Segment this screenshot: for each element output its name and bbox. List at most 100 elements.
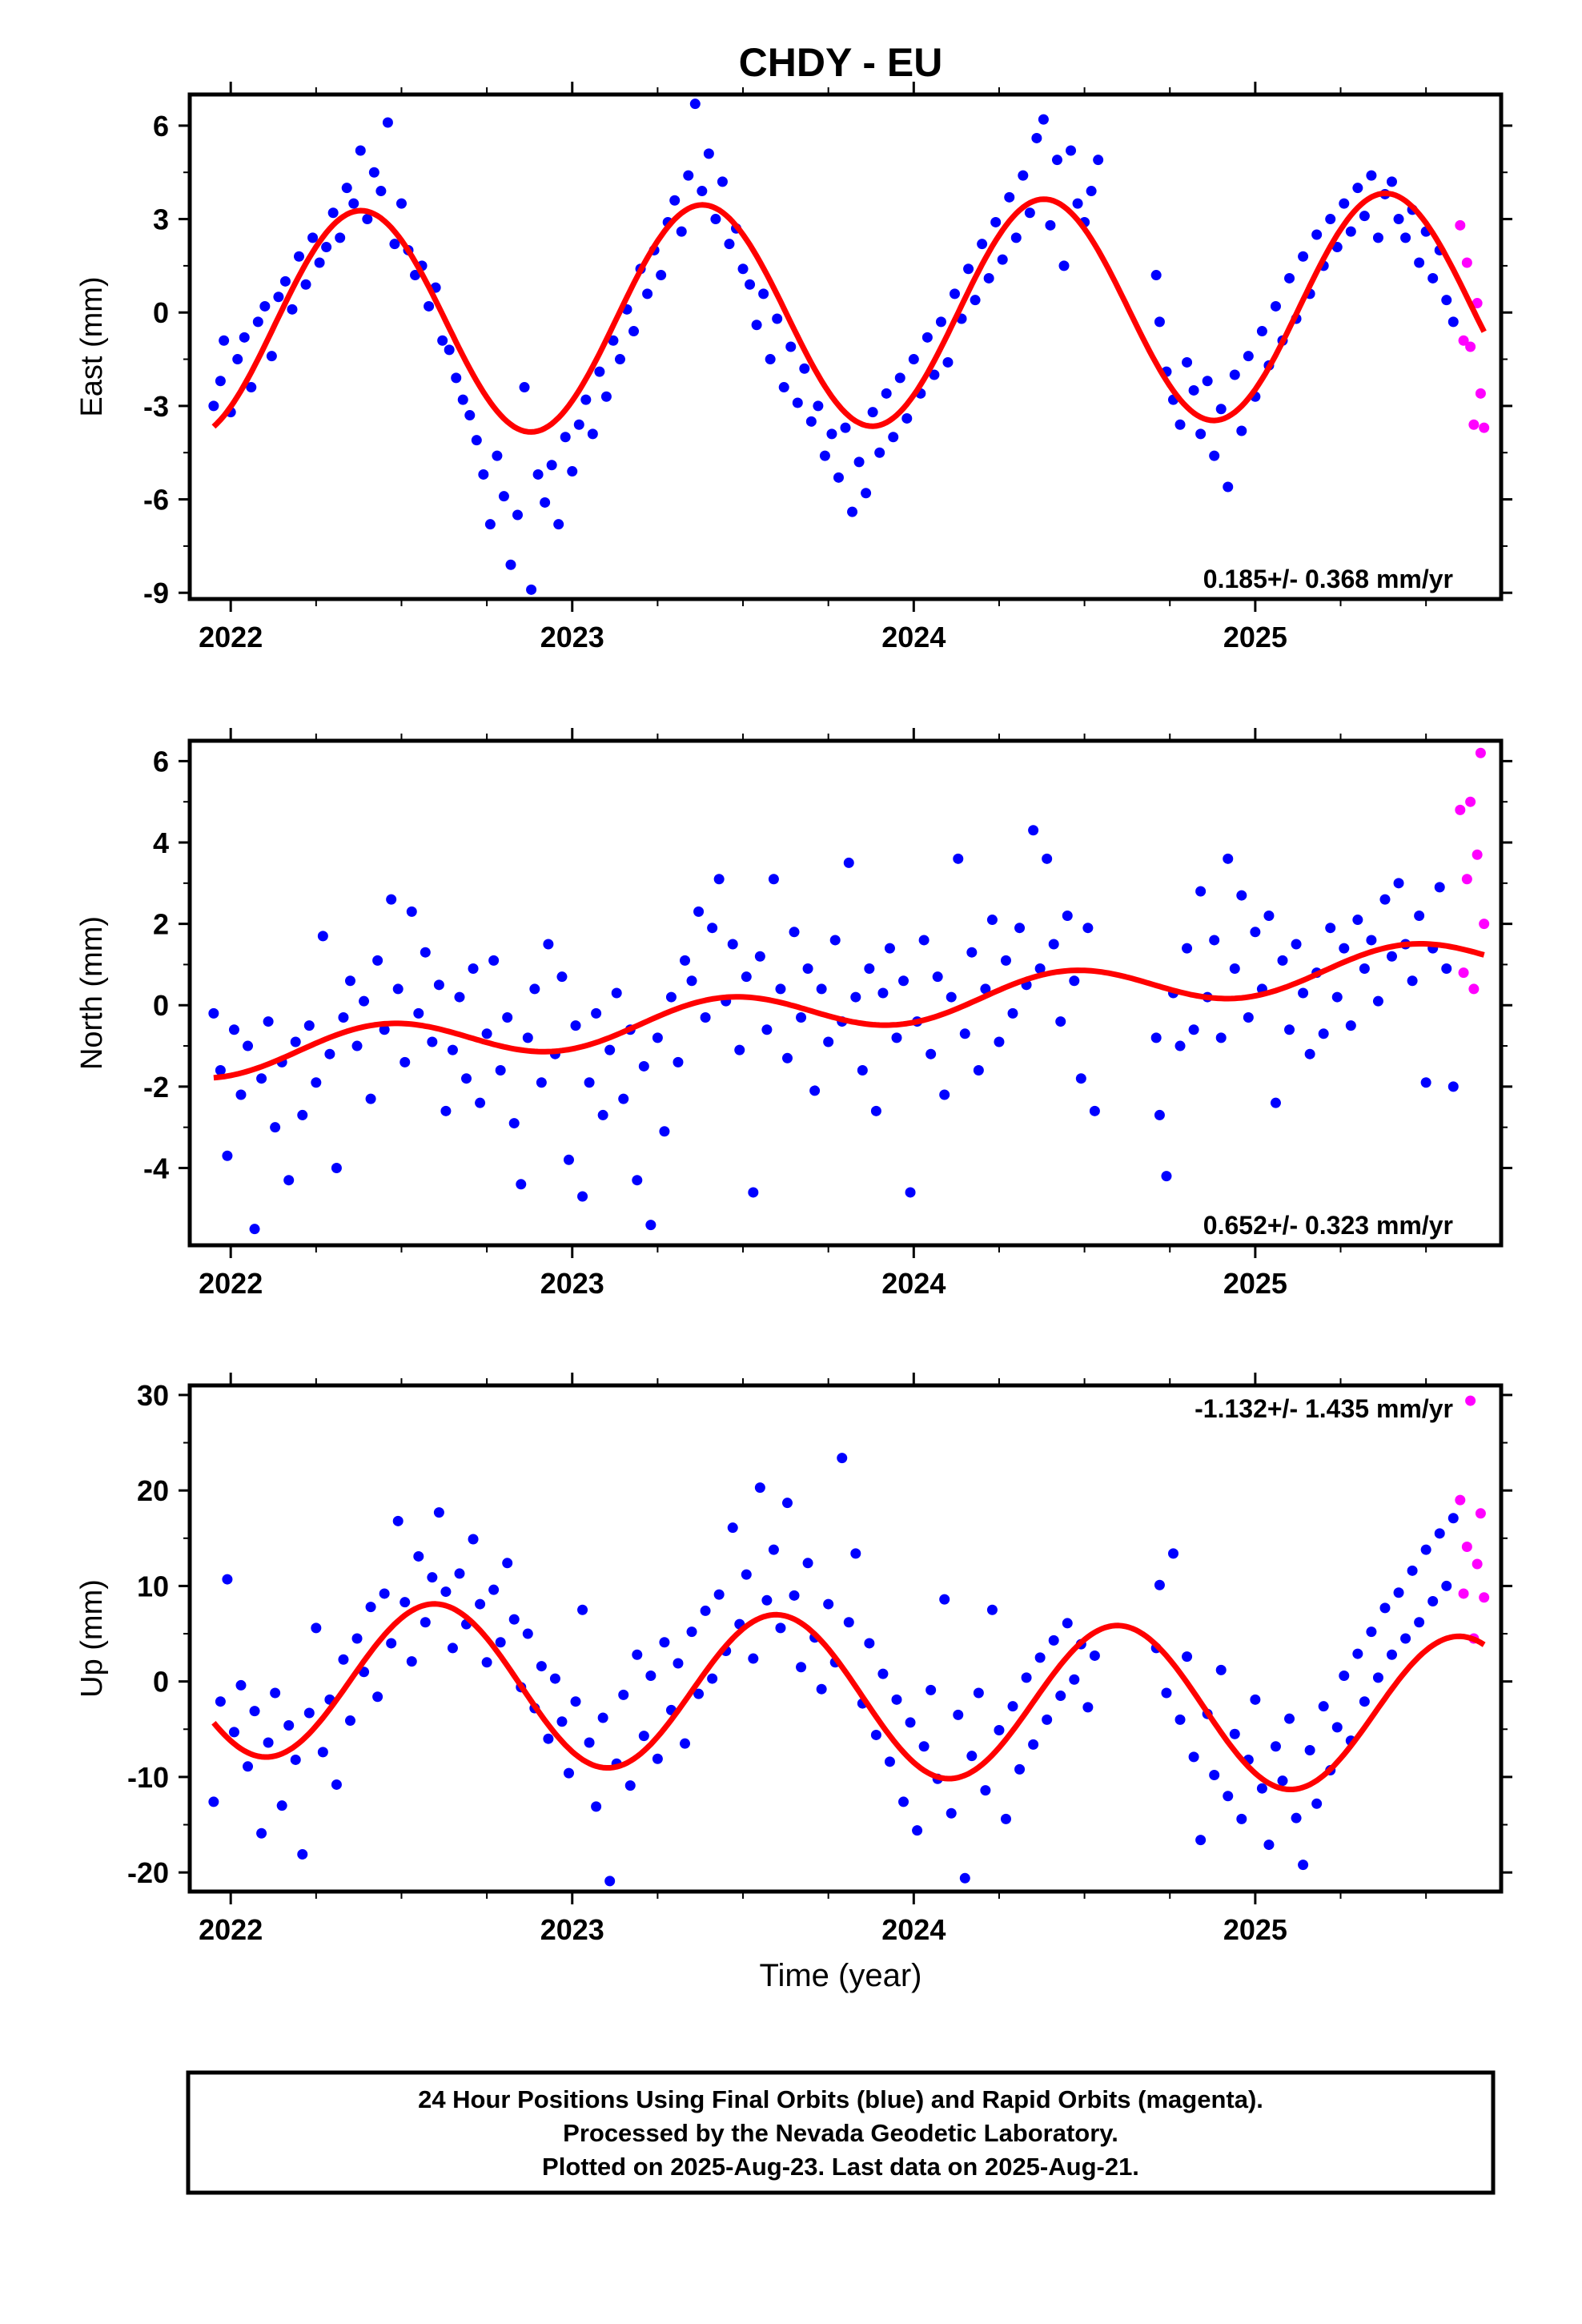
north-final-point <box>270 1122 281 1133</box>
north-final-point <box>789 927 800 938</box>
east-final-point <box>587 428 598 440</box>
north-y-tick-label: 2 <box>153 908 169 941</box>
east-final-point <box>628 326 640 337</box>
east-final-point <box>1311 229 1323 240</box>
north-final-point <box>877 987 889 999</box>
north-final-point <box>1263 910 1275 921</box>
north-final-point <box>365 1093 376 1104</box>
east-x-tick-label: 2023 <box>540 621 604 653</box>
up-final-point <box>243 1761 254 1772</box>
east-final-point <box>894 372 905 384</box>
up-final-point <box>235 1679 247 1691</box>
east-final-point <box>805 416 817 427</box>
north-final-point <box>816 983 827 995</box>
up-final-point <box>980 1785 991 1796</box>
east-final-point <box>1236 425 1247 436</box>
east-final-point <box>970 295 981 306</box>
north-final-point <box>884 943 895 954</box>
up-final-point <box>297 1848 308 1860</box>
north-final-point <box>563 1154 574 1165</box>
east-final-point <box>492 450 503 461</box>
north-final-point <box>734 1044 745 1055</box>
up-final-point <box>270 1687 281 1699</box>
east-final-point <box>997 254 1008 265</box>
north-final-point <box>508 1118 520 1129</box>
north-final-point <box>1372 995 1383 1007</box>
east-rapid-point <box>1465 341 1476 352</box>
north-final-point <box>850 991 861 1003</box>
north-final-point <box>946 991 957 1003</box>
north-y-tick-label: -4 <box>143 1152 169 1184</box>
up-y-tick-label: 30 <box>137 1379 169 1412</box>
east-final-point <box>208 400 219 412</box>
up-final-point <box>1393 1587 1404 1598</box>
north-final-point <box>290 1036 301 1047</box>
up-final-point <box>570 1696 581 1707</box>
north-final-point <box>768 874 779 885</box>
north-final-point <box>891 1032 902 1043</box>
up-rate-label: -1.132+/- 1.435 mm/yr <box>1195 1394 1453 1423</box>
up-panel: 30 20 10 0 -10 -20 2022 2023 2024 2025 Up (mm) -1.1… <box>75 1373 1512 1946</box>
up-rapid-point <box>1475 1508 1486 1519</box>
east-final-point <box>901 412 913 424</box>
east-final-point <box>1031 132 1042 143</box>
north-final-point <box>359 995 370 1007</box>
north-final-point <box>1250 927 1261 938</box>
east-final-point <box>252 316 263 328</box>
east-final-point <box>942 356 954 368</box>
up-final-point <box>475 1598 486 1610</box>
north-final-point <box>427 1036 438 1047</box>
up-final-point <box>1042 1714 1053 1725</box>
north-final-point <box>386 894 397 905</box>
north-final-point <box>1209 935 1220 946</box>
east-final-point <box>1072 198 1083 209</box>
up-plot-frame <box>187 1383 1504 1894</box>
up-y-tick-label: 10 <box>137 1570 169 1602</box>
up-final-point <box>1263 1839 1275 1851</box>
north-final-point <box>823 1036 834 1047</box>
up-final-point <box>536 1661 547 1672</box>
north-final-point <box>632 1175 643 1186</box>
up-final-point <box>549 1673 560 1684</box>
east-final-point <box>215 376 226 387</box>
east-final-point <box>840 422 851 433</box>
up-fit-curve <box>211 1601 1486 1792</box>
up-final-point <box>946 1807 957 1819</box>
north-final-point <box>1414 910 1425 921</box>
east-final-point <box>1352 183 1363 194</box>
east-final-point <box>444 344 455 356</box>
north-final-point <box>802 963 813 975</box>
up-final-point <box>700 1605 711 1616</box>
east-final-point <box>232 354 243 365</box>
north-final-point <box>1229 963 1240 975</box>
up-final-point <box>1069 1674 1080 1685</box>
up-final-point <box>420 1617 431 1628</box>
east-final-point <box>451 372 462 384</box>
north-final-point <box>1318 1028 1329 1039</box>
north-final-point <box>283 1175 295 1186</box>
north-final-point <box>1182 943 1193 954</box>
up-final-point <box>556 1716 568 1727</box>
up-final-point <box>768 1544 779 1555</box>
east-final-point <box>833 472 844 483</box>
north-final-point <box>727 939 738 950</box>
up-final-point <box>789 1590 800 1601</box>
east-final-point <box>307 232 319 243</box>
north-final-point <box>495 1065 506 1076</box>
up-final-point <box>311 1622 322 1634</box>
up-final-point <box>276 1800 287 1811</box>
east-final-point <box>410 270 421 281</box>
north-final-point <box>413 1007 424 1019</box>
up-final-point <box>563 1767 574 1779</box>
up-final-point <box>754 1482 765 1494</box>
up-rapid-point <box>1479 1592 1490 1603</box>
up-final-point <box>1400 1633 1411 1644</box>
north-final-point <box>1000 955 1011 966</box>
east-final-point <box>396 198 407 209</box>
east-final-point <box>1209 450 1220 461</box>
east-final-point <box>457 394 468 405</box>
north-final-point <box>1339 943 1350 954</box>
up-final-point <box>1188 1751 1199 1763</box>
north-final-point <box>338 1011 349 1023</box>
up-final-point <box>1270 1741 1281 1752</box>
